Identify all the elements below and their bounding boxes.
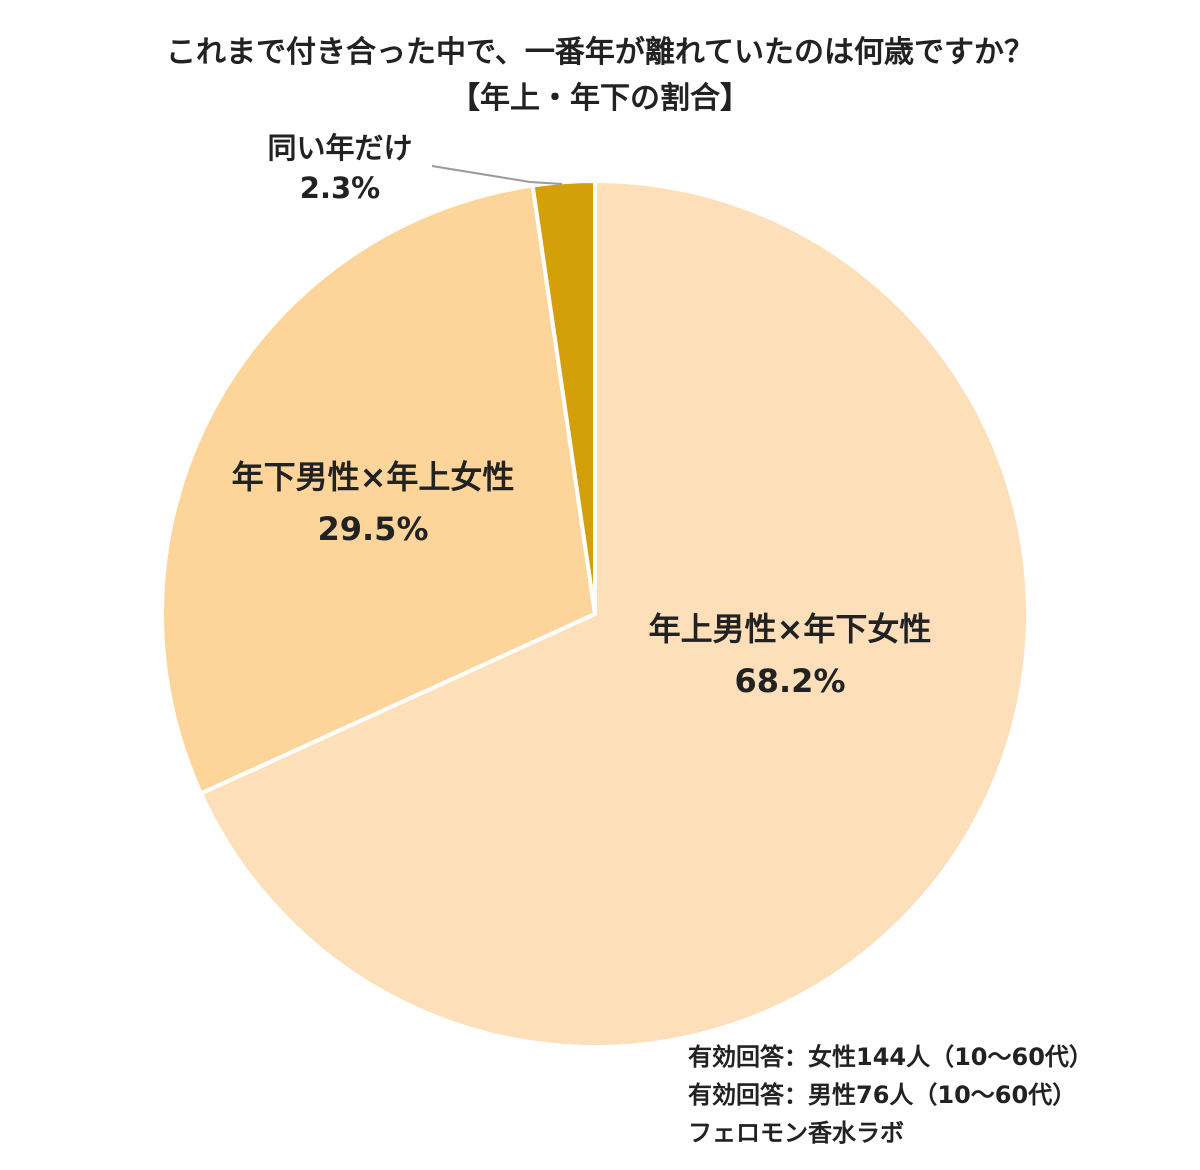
chart-title-block: これまで付き合った中で、一番年が離れていたのは何歳ですか？ 【年上・年下の割合】 [0,30,1200,122]
footer-source: フェロモン香水ラボ [688,1119,904,1147]
slice-value-2: 29.5% [317,510,428,548]
leader-lines [431,165,563,185]
slice-value-3: 2.3% [300,171,380,205]
footer-respondents-male: 有効回答：男性76人（10～60代） [688,1081,1077,1109]
pie-slices [160,178,1030,1049]
pie-slice-1 [198,178,1030,1049]
slice-label-1: 年上男性×年下女性 [649,610,932,648]
slice-label-2: 年下男性×年上女性 [232,458,515,496]
slice-value-1: 68.2% [734,662,845,700]
chart-subtitle: 【年上・年下の割合】 [450,81,750,116]
chart-title: これまで付き合った中で、一番年が離れていたのは何歳ですか？ [166,35,1034,70]
pie-slice-3 [530,178,597,615]
slice-labels: 年上男性×年下女性 68.2% 年下男性×年上女性 29.5% 同い年だけ 2.3% [232,131,932,700]
slice-label-3: 同い年だけ [267,131,412,165]
footer-respondents-female: 有効回答：女性144人（10～60代） [688,1043,1093,1071]
leader-line-slice-3 [431,165,563,185]
pie-slice-2 [160,183,598,797]
footer-notes: 有効回答：女性144人（10～60代） 有効回答：男性76人（10～60代） フ… [688,1038,1093,1152]
